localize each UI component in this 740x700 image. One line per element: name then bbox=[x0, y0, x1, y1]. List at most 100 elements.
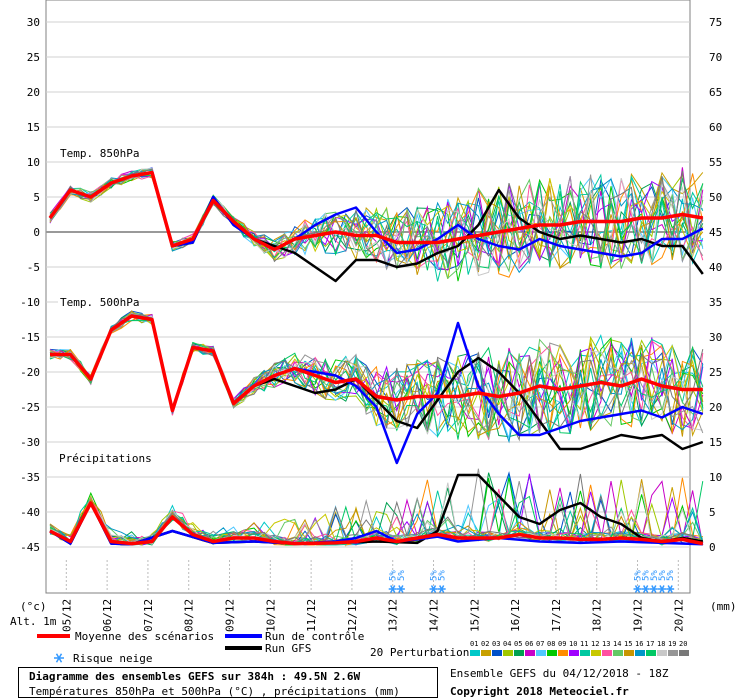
info-subtitle: Températures 850hPa et 500hPa (°C) , pré… bbox=[29, 685, 400, 698]
legend-mean-label: Moyenne des scénarios bbox=[75, 630, 214, 643]
plot-frame bbox=[45, 0, 691, 594]
snow-percent-label: 5% bbox=[430, 570, 440, 581]
snow-percent-label: 5% bbox=[634, 570, 644, 581]
snow-percent-label: 5% bbox=[642, 570, 652, 581]
legend-control-label: Run de contrôle bbox=[265, 630, 364, 643]
perturbation-swatch bbox=[613, 650, 623, 656]
main-series-lines bbox=[48, 170, 704, 546]
right-tick-label: 10 bbox=[709, 471, 722, 484]
right-tick-label: 50 bbox=[709, 191, 722, 204]
perturbation-swatch bbox=[536, 650, 546, 656]
x-tick-label: 09/12 bbox=[224, 599, 237, 632]
snowflake-stroke bbox=[634, 585, 641, 593]
perturbation-swatch bbox=[558, 650, 568, 656]
precip-label: Précipitations bbox=[59, 452, 152, 465]
perturbation-swatch bbox=[569, 650, 579, 656]
snow-percent-label: 5% bbox=[666, 570, 676, 581]
snowflake-icon bbox=[54, 653, 64, 663]
perturbation-swatch bbox=[514, 650, 524, 656]
right-unit-label: (mm) bbox=[710, 600, 737, 613]
x-tick-label: 08/12 bbox=[183, 599, 196, 632]
left-tick-label: -15 bbox=[20, 331, 40, 344]
perturbation-number: 19 bbox=[668, 640, 676, 648]
perturbation-swatch bbox=[580, 650, 590, 656]
x-axis-labels: 05/12 06/12 07/12 08/12 09/12 10/12 11/12 12/12… bbox=[60, 599, 685, 632]
info-box: Diagramme des ensembles GEFS sur 384h : … bbox=[18, 667, 438, 698]
copyright-label: Copyright 2018 Meteociel.fr bbox=[450, 685, 629, 698]
right-tick-label: 35 bbox=[709, 296, 722, 309]
perturbation-number: 15 bbox=[624, 640, 632, 648]
right-tick-label: 55 bbox=[709, 156, 722, 169]
legend-gfs-label: Run GFS bbox=[265, 642, 311, 655]
perturbation-number: 09 bbox=[558, 640, 566, 648]
snowflake-icon bbox=[388, 585, 397, 593]
right-tick-label: 60 bbox=[709, 121, 722, 134]
x-tick-label: 19/12 bbox=[632, 599, 645, 632]
perturbation-number: 10 bbox=[569, 640, 577, 648]
series-precip bbox=[49, 501, 704, 546]
right-tick-label: 15 bbox=[709, 436, 722, 449]
altitude-label: Alt. 1m bbox=[10, 615, 57, 628]
x-tick-label: 06/12 bbox=[101, 599, 114, 632]
snow-percent-label: 5% bbox=[658, 570, 668, 581]
perturbation-lines bbox=[49, 166, 704, 547]
perturbation-swatch bbox=[668, 650, 678, 656]
perturbation-swatches bbox=[470, 650, 689, 656]
snow-percent-label: 5% bbox=[389, 570, 399, 581]
right-tick-label: 5 bbox=[709, 506, 716, 519]
perturbation-number: 08 bbox=[547, 640, 555, 648]
t500-label-bg bbox=[58, 296, 136, 308]
perturbation-swatch bbox=[503, 650, 513, 656]
snowflake-icon bbox=[666, 585, 675, 593]
perturbation-swatch bbox=[602, 650, 612, 656]
perturbation-20-precip bbox=[49, 473, 704, 546]
legend-snow-label: Risque neige bbox=[73, 652, 152, 665]
perturbation-number: 07 bbox=[536, 640, 544, 648]
perturbation-number: 05 bbox=[514, 640, 522, 648]
perturbation-number: 03 bbox=[492, 640, 500, 648]
snowflake-stroke bbox=[667, 585, 673, 593]
left-tick-label: -30 bbox=[20, 436, 40, 449]
left-tick-label: 10 bbox=[27, 156, 40, 169]
left-tick-label: 30 bbox=[27, 16, 40, 29]
x-tick-label: 18/12 bbox=[591, 599, 604, 632]
left-tick-label: 5 bbox=[33, 191, 40, 204]
right-tick-label: 25 bbox=[709, 366, 722, 379]
right-tick-label: 70 bbox=[709, 51, 722, 64]
snow-percent-label: 5% bbox=[650, 570, 660, 581]
snowflake-stroke bbox=[398, 585, 404, 593]
perturbation-number: 01 bbox=[470, 640, 478, 648]
perturbation-swatch bbox=[525, 650, 535, 656]
x-tick-label: 10/12 bbox=[264, 599, 277, 632]
right-tick-label: 40 bbox=[709, 261, 722, 274]
x-tick-label: 15/12 bbox=[468, 599, 481, 632]
left-tick-label: -5 bbox=[27, 261, 40, 274]
x-tick-label: 07/12 bbox=[142, 599, 155, 632]
left-tick-label: -40 bbox=[20, 506, 40, 519]
perturbation-13-t500 bbox=[49, 311, 704, 441]
perturbation-number: 06 bbox=[525, 640, 533, 648]
perturbation-number: 14 bbox=[613, 640, 621, 648]
left-tick-label: -35 bbox=[20, 471, 40, 484]
perturbation-swatch bbox=[591, 650, 601, 656]
perturbation-number: 16 bbox=[635, 640, 643, 648]
x-tick-label: 13/12 bbox=[387, 599, 400, 632]
left-tick-label: -25 bbox=[20, 401, 40, 414]
perturbation-swatch bbox=[679, 650, 689, 656]
snowflake-stroke bbox=[439, 585, 445, 593]
snow-percent-label: 5% bbox=[438, 570, 448, 581]
t500-label: Temp. 500hPa bbox=[60, 296, 139, 309]
perturbations-label: 20 Perturbations bbox=[370, 646, 476, 659]
perturbation-swatch bbox=[470, 650, 480, 656]
x-tick-label: 12/12 bbox=[346, 599, 359, 632]
right-tick-label: 75 bbox=[709, 16, 722, 29]
snowflake-icon bbox=[633, 585, 642, 593]
day-tick-lines bbox=[65, 560, 679, 593]
left-tick-label: 15 bbox=[27, 121, 40, 134]
snowflake-icon bbox=[437, 585, 446, 593]
snowflake-icon bbox=[649, 585, 658, 593]
perturbation-number: 02 bbox=[481, 640, 489, 648]
x-tick-label: 20/12 bbox=[672, 599, 685, 632]
perturbation-swatch bbox=[492, 650, 502, 656]
